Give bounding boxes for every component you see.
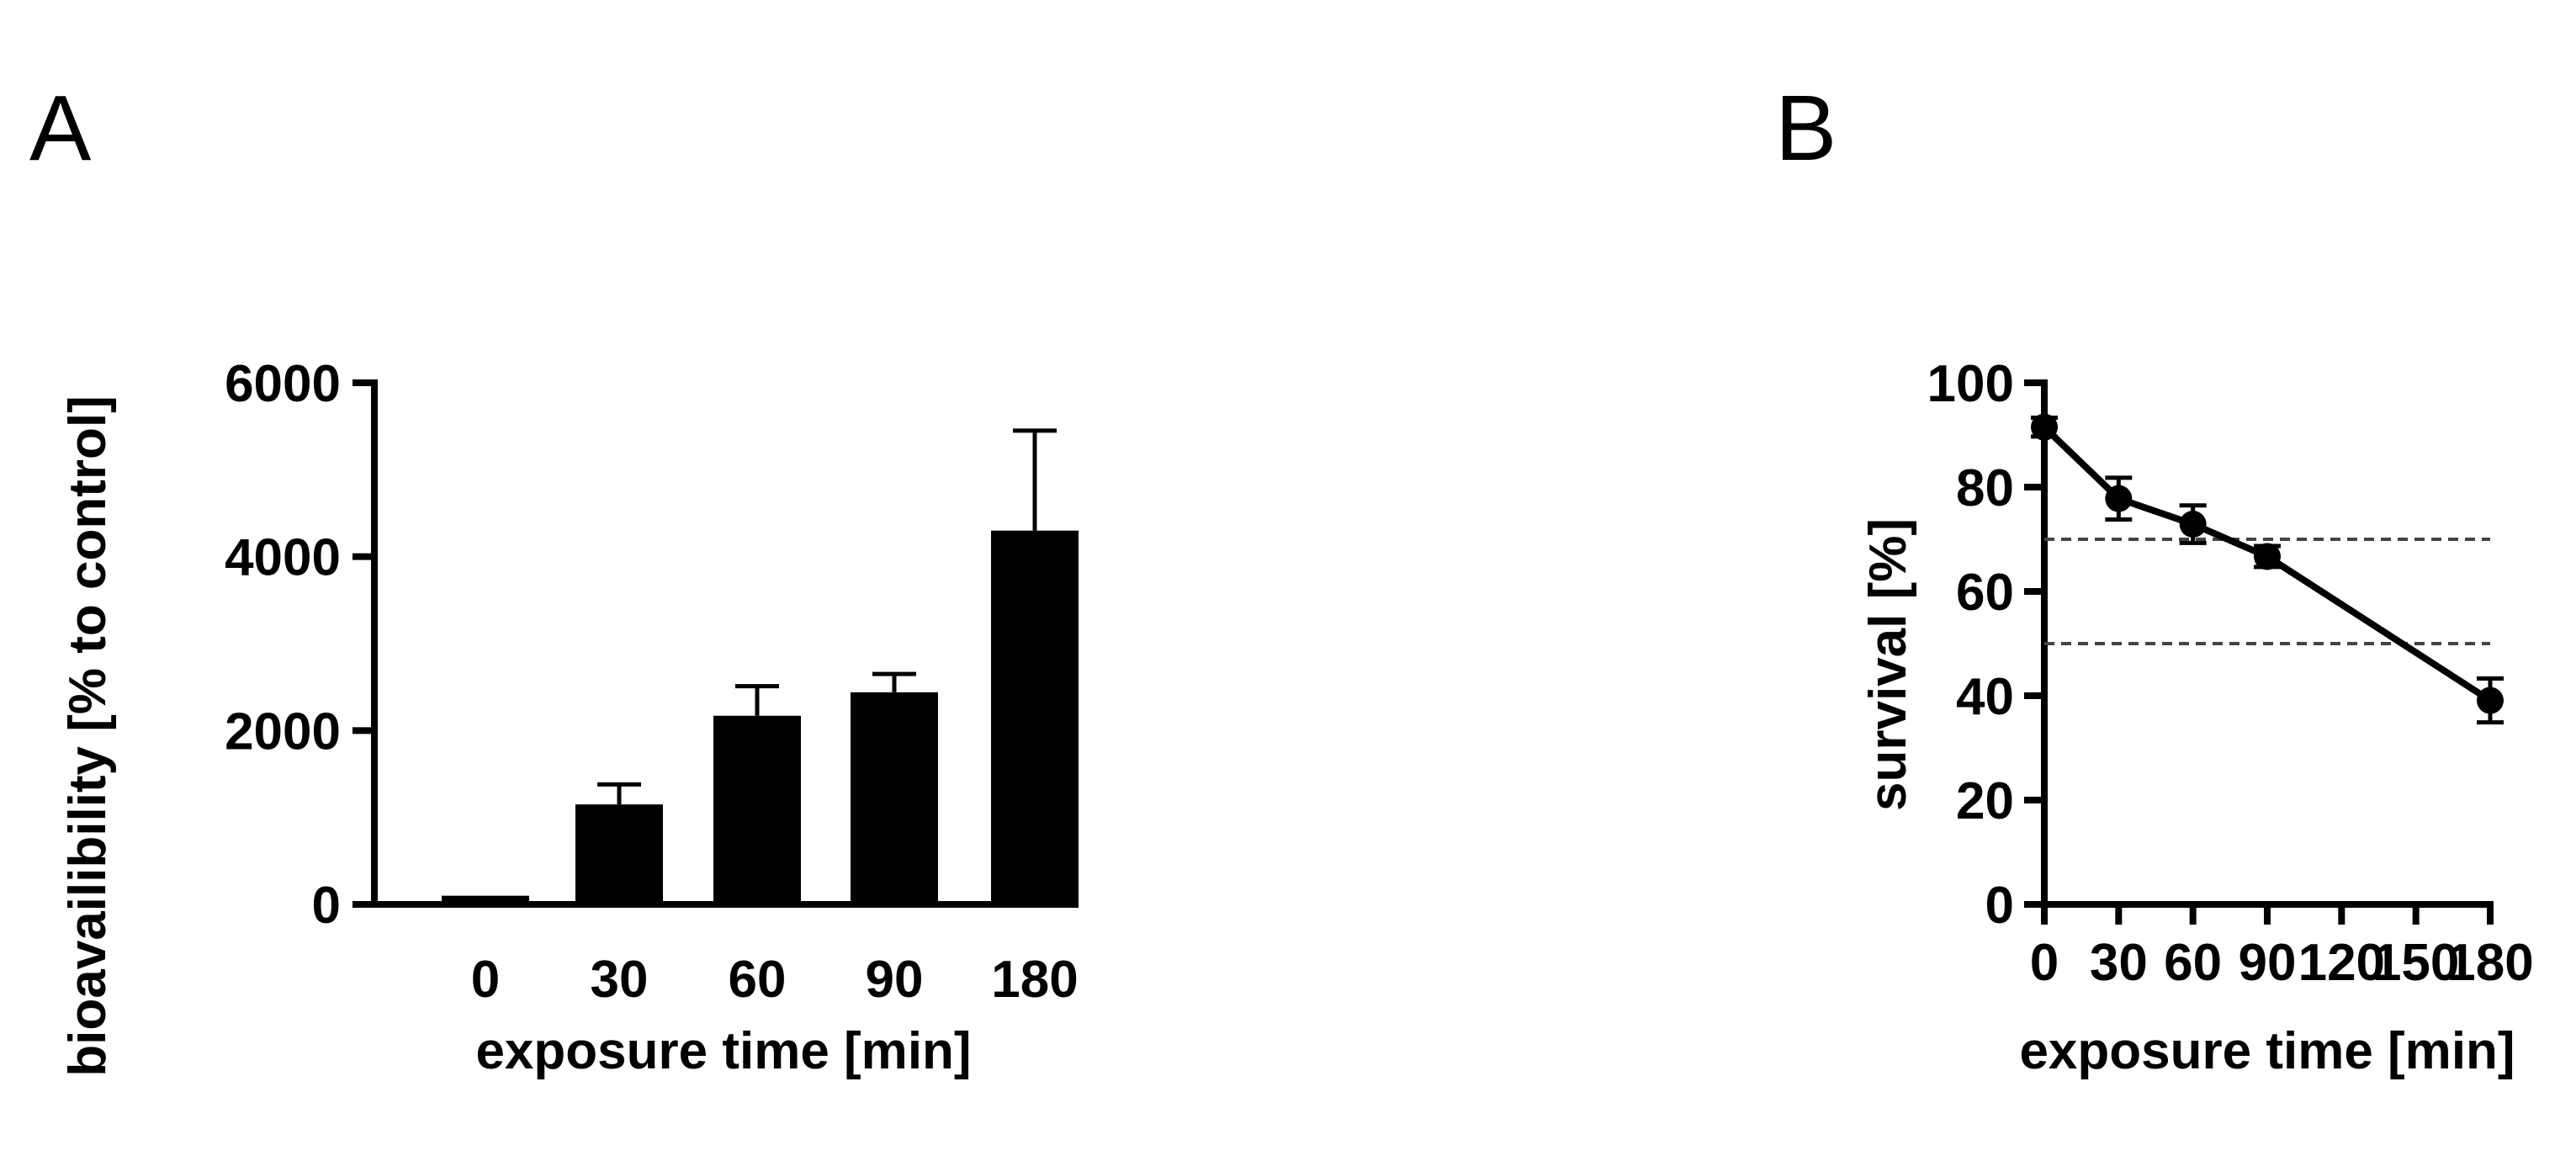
panel-b: B exposure time [min] survival [%] 0 20 40… [1775,77,2534,1080]
panel-b-y-tick-label: 80 [1956,459,2014,517]
panel-a-y-tick-label: 4000 [225,529,341,587]
panel-a-letter: A [29,77,92,180]
panel-b-x-tick-label: 60 [2164,934,2222,992]
panel-b-letter: B [1775,77,1837,180]
panel-b-y-axis-title: survival [%] [1859,518,1917,811]
panel-b-x-tick-label: 0 [2030,934,2059,992]
panel-b-x-tick-label: 180 [2446,934,2533,992]
panel-b-point-30 [2105,485,2133,512]
panel-b-x-tick-label: 30 [2090,934,2148,992]
panel-a-y-tick-label: 0 [312,877,341,935]
panel-b-x-axis-title: exposure time [min] [2019,1022,2515,1080]
panel-b-y-tick-label: 20 [1956,772,2014,830]
panel-a-x-tick-label: 0 [471,951,500,1009]
panel-a-x-tick-label: 180 [991,951,1078,1009]
panel-a-x-tick-label: 30 [591,951,649,1009]
panel-a: A exposure time [min] bioavailibility [%… [29,77,1079,1080]
panel-a-x-tick-label: 60 [729,951,787,1009]
panel-b-point-90 [2254,543,2281,570]
panel-b-x-tick-label: 150 [2372,934,2459,992]
panel-a-y-axis-title: bioavailibility [% to control] [59,395,117,1076]
panel-b-x-tick-label: 120 [2298,934,2385,992]
panel-b-point-180 [2477,687,2504,714]
panel-b-point-60 [2179,511,2207,538]
panel-b-y-tick-label: 60 [1956,564,2014,622]
panel-b-y-tick-label: 100 [1927,355,2014,413]
panel-a-x-axis-title: exposure time [min] [475,1022,971,1080]
panel-a-x-tick-label: 90 [866,951,924,1009]
panel-a-y-tick-label: 6000 [225,355,341,413]
panel-b-x-tick-label: 90 [2239,934,2297,992]
panel-a-bar-30 [575,804,663,904]
panel-a-bar-0 [442,895,529,904]
panel-b-y-tick-label: 0 [1985,877,2014,935]
panel-a-bar-60 [713,715,801,904]
panel-a-bar-90 [851,692,938,904]
panel-b-y-tick-label: 40 [1956,668,2014,726]
panel-a-y-tick-label: 2000 [225,702,341,761]
panel-b-point-0 [2031,413,2058,441]
panel-a-bar-180 [991,530,1079,904]
